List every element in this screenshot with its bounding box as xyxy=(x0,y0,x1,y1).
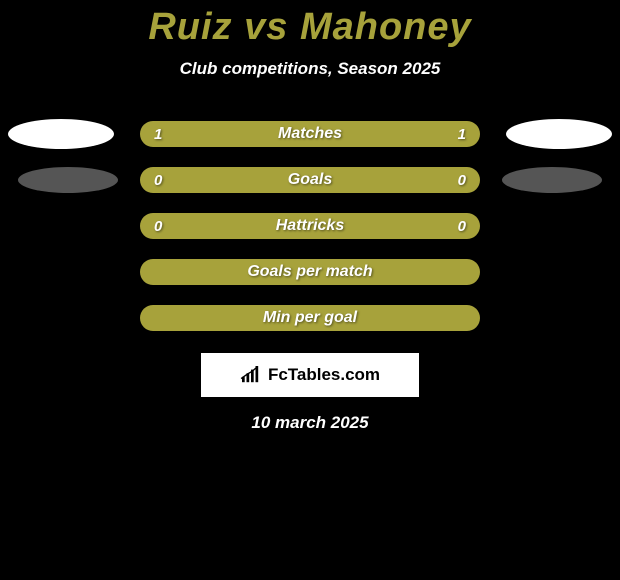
stat-rows: 1 Matches 1 0 Goals 0 0 Hattricks 0 xyxy=(0,121,620,331)
stats-card: Ruiz vs Mahoney Club competitions, Seaso… xyxy=(0,0,620,433)
stat-row: 0 Hattricks 0 xyxy=(0,213,620,239)
ellipse-icon xyxy=(506,119,612,149)
date-text: 10 march 2025 xyxy=(251,413,368,433)
stat-bar: Min per goal xyxy=(140,305,480,331)
subtitle: Club competitions, Season 2025 xyxy=(180,59,441,79)
stat-bar: 0 Goals 0 xyxy=(140,167,480,193)
brand-text: FcTables.com xyxy=(268,365,380,385)
page-title: Ruiz vs Mahoney xyxy=(148,6,471,49)
stat-row: Min per goal xyxy=(0,305,620,331)
stat-value-left: 0 xyxy=(154,172,162,189)
stat-value-right: 0 xyxy=(458,218,466,235)
stat-label: Matches xyxy=(278,125,342,143)
ellipse-icon xyxy=(502,167,602,193)
stat-label: Hattricks xyxy=(276,217,344,235)
stat-label: Goals per match xyxy=(247,263,372,281)
brand-badge[interactable]: FcTables.com xyxy=(201,353,419,397)
stat-label: Min per goal xyxy=(263,309,357,327)
stat-bar: Goals per match xyxy=(140,259,480,285)
stat-value-right: 1 xyxy=(458,126,466,143)
stat-bar: 1 Matches 1 xyxy=(140,121,480,147)
ellipse-icon xyxy=(18,167,118,193)
stat-row: 1 Matches 1 xyxy=(0,121,620,147)
stat-value-left: 0 xyxy=(154,218,162,235)
ellipse-icon xyxy=(8,119,114,149)
stat-value-right: 0 xyxy=(458,172,466,189)
stat-value-left: 1 xyxy=(154,126,162,143)
stat-row: Goals per match xyxy=(0,259,620,285)
stat-bar: 0 Hattricks 0 xyxy=(140,213,480,239)
stat-label: Goals xyxy=(288,171,332,189)
chart-icon xyxy=(240,366,262,384)
stat-row: 0 Goals 0 xyxy=(0,167,620,193)
